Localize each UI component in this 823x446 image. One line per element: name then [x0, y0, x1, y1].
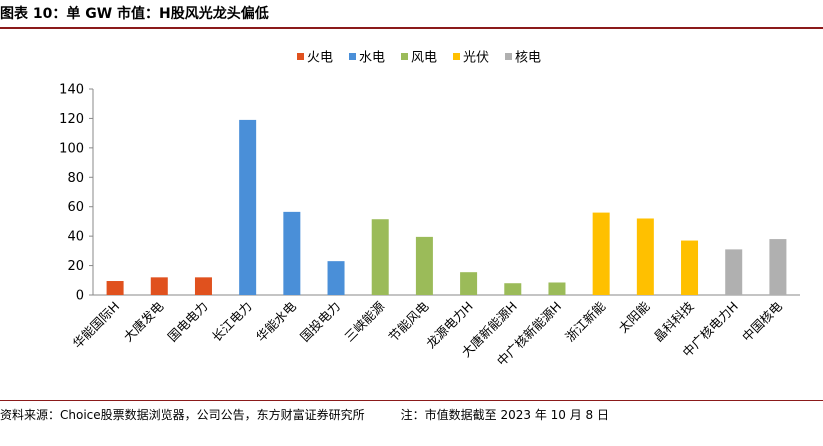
x-tick-label: 华能国际H — [70, 299, 123, 352]
bar-chart: 0 20 40 60 80 100 120 140 华能国际H大唐发电国电电力长江电力华能水电国… — [59, 51, 800, 369]
x-tick-label: 大唐发电 — [120, 298, 166, 344]
bar — [327, 261, 345, 295]
bar — [592, 212, 610, 295]
x-tick-label: 太阳能 — [615, 298, 652, 335]
figure-footer: 资料来源：Choice股票数据浏览器，公司公告，东方财富证券研究所 注：市值数据截… — [0, 406, 823, 423]
bar — [548, 282, 566, 295]
bar — [460, 272, 478, 295]
legend-swatch — [401, 53, 408, 60]
source-text: 资料来源：Choice股票数据浏览器，公司公告，东方财富证券研究所 — [0, 408, 365, 422]
legend-swatch — [453, 53, 460, 60]
bar — [681, 240, 699, 295]
y-tick-label: 40 — [67, 230, 84, 245]
title-rule — [0, 27, 823, 29]
footer-rule — [0, 400, 823, 401]
x-tick-label: 长江电力 — [209, 299, 255, 345]
legend-swatch — [505, 53, 512, 60]
bar — [371, 219, 389, 295]
y-tick-label: 120 — [59, 112, 84, 127]
bar — [150, 277, 168, 295]
bar — [725, 249, 743, 295]
bar — [283, 211, 301, 295]
legend-label: 水电 — [359, 51, 385, 66]
bar — [415, 236, 433, 295]
figure-title: 图表 10：单 GW 市值：H股风光龙头偏低 — [0, 6, 269, 22]
y-tick-label: 100 — [59, 141, 84, 156]
bar — [194, 277, 212, 295]
y-tick-label: 140 — [59, 83, 84, 98]
x-tick-label: 浙江新能 — [562, 298, 608, 344]
legend-swatch — [297, 53, 304, 60]
legend-label: 火电 — [307, 51, 333, 66]
bar — [106, 281, 124, 295]
bar — [636, 218, 654, 295]
x-tick-label: 中国核电 — [739, 298, 785, 344]
legend-label: 风电 — [411, 51, 437, 66]
x-tick-label: 国投电力 — [297, 299, 343, 345]
y-tick-label: 20 — [67, 259, 84, 274]
note-text: 注：市值数据截至 2023 年 10 月 8 日 — [400, 408, 609, 422]
x-tick-label: 国电电力 — [165, 299, 211, 345]
x-tick-label: 三峡能源 — [341, 298, 387, 344]
legend-label: 核电 — [515, 51, 541, 66]
x-tick-label: 华能水电 — [253, 298, 299, 344]
legend-swatch — [349, 53, 356, 60]
bar — [239, 119, 257, 296]
y-tick-label: 60 — [67, 200, 84, 215]
y-tick-label: 0 — [76, 289, 84, 304]
y-tick-label: 80 — [67, 171, 84, 186]
bar — [769, 239, 787, 295]
legend-label: 光伏 — [463, 51, 489, 66]
bar — [504, 283, 522, 295]
